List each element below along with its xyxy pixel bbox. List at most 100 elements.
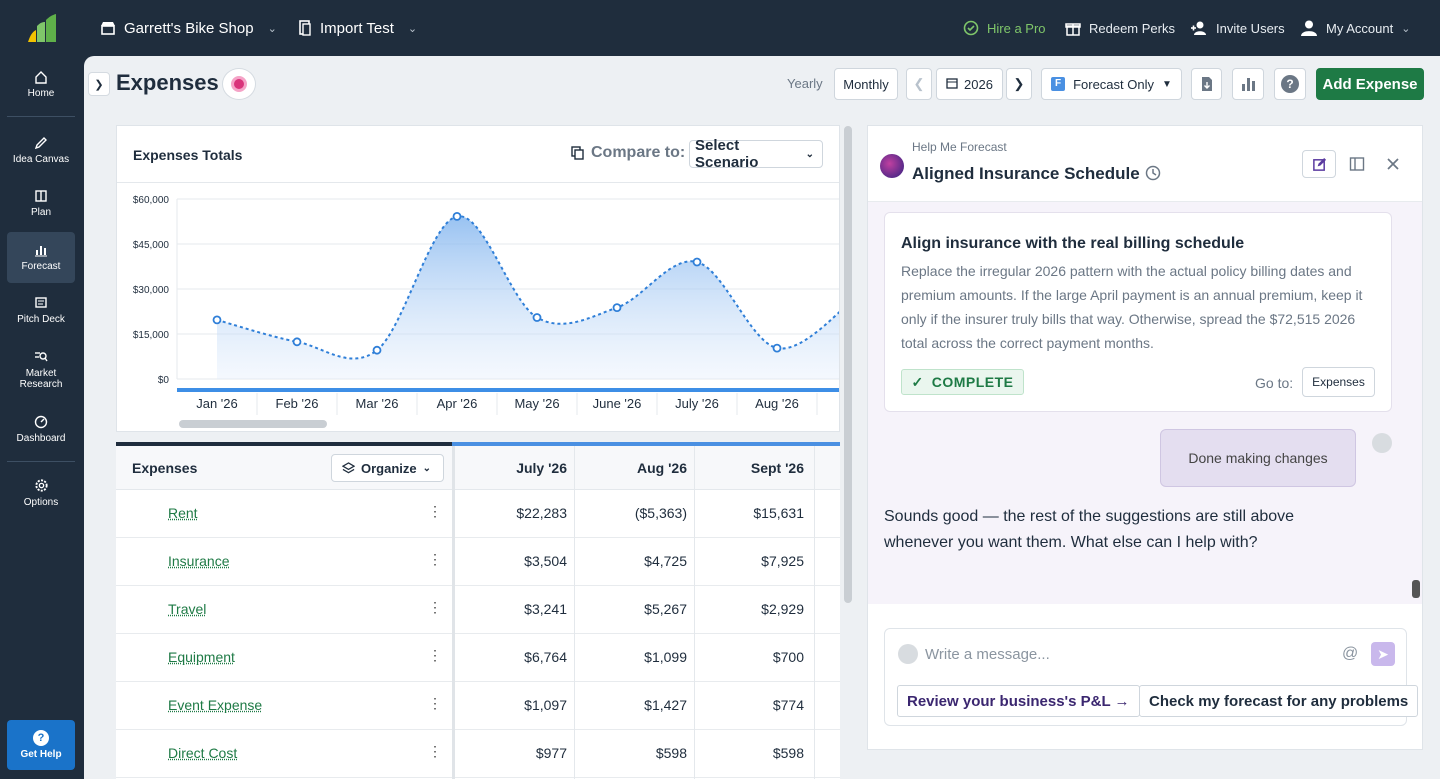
table-cell[interactable]: $598 bbox=[655, 745, 687, 761]
table-cell[interactable]: $700 bbox=[772, 649, 804, 665]
table-cell[interactable]: $3,504 bbox=[524, 553, 567, 569]
my-account-menu[interactable]: My Account ⌄ bbox=[1300, 0, 1410, 56]
expenses-table: Expenses Organize ⌄ July '26 Aug '26 Sep… bbox=[116, 442, 840, 779]
data-point bbox=[532, 313, 542, 322]
row-menu-icon[interactable]: ⋮ bbox=[428, 647, 442, 663]
gear-icon bbox=[34, 479, 48, 492]
table-cell[interactable]: $4,725 bbox=[644, 553, 687, 569]
chevron-down-icon: ⌄ bbox=[267, 22, 277, 35]
forecast-assistant-panel: Help Me Forecast Aligned Insurance Sched… bbox=[867, 125, 1423, 750]
table-cell[interactable]: $1,097 bbox=[524, 697, 567, 713]
hire-pro-link[interactable]: Hire a Pro bbox=[963, 0, 1046, 56]
table-cell[interactable]: $22,283 bbox=[516, 505, 567, 521]
forecast-mode-select[interactable]: F Forecast Only ▼ bbox=[1041, 68, 1182, 100]
table-cell[interactable]: $977 bbox=[535, 745, 567, 761]
sidebar-item-market-research[interactable]: Market Research bbox=[7, 350, 75, 394]
x-tick-label: June '26 bbox=[593, 396, 642, 411]
expense-name-link[interactable]: Rent bbox=[168, 505, 198, 521]
sidebar-item-options[interactable]: Options bbox=[7, 478, 75, 512]
table-cell[interactable]: ($5,363) bbox=[634, 505, 687, 521]
main-vertical-scrollbar[interactable] bbox=[844, 126, 852, 603]
assistant-avatar bbox=[880, 154, 904, 178]
prev-year-button[interactable]: ❮ bbox=[906, 68, 932, 100]
invite-users-label: Invite Users bbox=[1216, 20, 1285, 36]
column-header[interactable]: Sept '26 bbox=[750, 460, 804, 476]
organize-dropdown[interactable]: Organize ⌄ bbox=[331, 454, 444, 482]
message-input[interactable] bbox=[925, 641, 1325, 667]
column-header[interactable]: July '26 bbox=[516, 460, 567, 476]
status-badge: ✓ COMPLETE bbox=[901, 369, 1024, 395]
row-menu-icon[interactable]: ⋮ bbox=[428, 743, 442, 759]
sidebar-item-forecast[interactable]: Forecast bbox=[7, 232, 75, 283]
workspace-switcher[interactable]: Import Test ⌄ bbox=[298, 0, 417, 56]
sidebar-item-pitch-deck[interactable]: Pitch Deck bbox=[7, 296, 75, 330]
export-button[interactable] bbox=[1191, 68, 1222, 100]
row-menu-icon[interactable]: ⋮ bbox=[428, 503, 442, 519]
year-picker[interactable]: 2026 bbox=[936, 68, 1003, 100]
x-tick-label: Mar '26 bbox=[356, 396, 399, 411]
suggestion-card: Align insurance with the real billing sc… bbox=[884, 212, 1392, 412]
table-cell[interactable]: $598 bbox=[772, 745, 804, 761]
invite-users-link[interactable]: Invite Users bbox=[1190, 0, 1285, 56]
expense-name-link[interactable]: Insurance bbox=[168, 553, 230, 569]
chart-toggle-button[interactable] bbox=[1232, 68, 1264, 100]
mention-button[interactable]: @ bbox=[1342, 645, 1359, 662]
column-separator bbox=[814, 446, 815, 779]
view-yearly-toggle[interactable]: Yearly bbox=[787, 76, 823, 91]
suggestion-title: Align insurance with the real billing sc… bbox=[901, 235, 1245, 252]
goto-expenses-button[interactable]: Expenses bbox=[1302, 367, 1375, 397]
column-header[interactable]: Aug '26 bbox=[636, 460, 687, 476]
table-cell[interactable]: $15,631 bbox=[753, 505, 804, 521]
suggested-prompt-chip[interactable]: Check my forecast for any problems bbox=[1139, 685, 1419, 717]
app-logo-icon[interactable] bbox=[26, 12, 58, 44]
sidebar-item-dashboard[interactable]: Dashboard bbox=[7, 415, 75, 449]
company-switcher[interactable]: Garrett's Bike Shop ⌄ bbox=[100, 0, 277, 56]
row-menu-icon[interactable]: ⋮ bbox=[428, 695, 442, 711]
expense-name-link[interactable]: Equipment bbox=[168, 649, 235, 665]
table-cell[interactable]: $5,267 bbox=[644, 601, 687, 617]
table-cell[interactable]: $7,925 bbox=[761, 553, 804, 569]
get-help-button[interactable]: ? Get Help bbox=[7, 720, 75, 770]
pencil-icon bbox=[34, 137, 47, 150]
scenario-select[interactable]: Select Scenario ⌄ bbox=[689, 137, 823, 171]
category-badge[interactable] bbox=[222, 68, 256, 100]
table-row: Insurance ⋮ $3,504 $4,725 $7,925 bbox=[116, 538, 840, 586]
chart-horizontal-scrollbar[interactable] bbox=[179, 420, 327, 428]
table-cell[interactable]: $1,427 bbox=[644, 697, 687, 713]
table-cell[interactable]: $1,099 bbox=[644, 649, 687, 665]
suggested-prompt-chip[interactable]: Review your business's P&L → bbox=[897, 685, 1140, 717]
table-cell[interactable]: $3,241 bbox=[524, 601, 567, 617]
dock-panel-button[interactable] bbox=[1340, 150, 1374, 178]
redeem-perks-link[interactable]: Redeem Perks bbox=[1065, 0, 1175, 56]
add-expense-button[interactable]: Add Expense bbox=[1316, 68, 1424, 100]
expand-panel-button[interactable]: ❯ bbox=[88, 72, 110, 96]
expense-name-link[interactable]: Direct Cost bbox=[168, 745, 238, 761]
x-tick-label: July '26 bbox=[675, 396, 719, 411]
help-button[interactable]: ? bbox=[1274, 68, 1306, 100]
row-menu-icon[interactable]: ⋮ bbox=[428, 599, 442, 615]
send-button[interactable]: ➤ bbox=[1371, 642, 1395, 666]
row-menu-icon[interactable]: ⋮ bbox=[428, 551, 442, 567]
table-cell[interactable]: $6,764 bbox=[524, 649, 567, 665]
expense-name-link[interactable]: Event Expense bbox=[168, 697, 263, 713]
user-message: Done making changes bbox=[1160, 429, 1356, 487]
sidebar-item-label: Dashboard bbox=[16, 433, 66, 444]
table-cell[interactable]: $774 bbox=[772, 697, 804, 713]
sidebar-item-idea-canvas[interactable]: Idea Canvas bbox=[7, 136, 75, 170]
chevron-right-icon: ❯ bbox=[1013, 76, 1025, 91]
history-icon[interactable] bbox=[1144, 164, 1162, 182]
new-chat-button[interactable] bbox=[1302, 150, 1336, 178]
chevron-down-icon: ▼ bbox=[1162, 78, 1172, 90]
view-monthly-toggle[interactable]: Monthly bbox=[834, 68, 898, 100]
user-icon bbox=[1300, 19, 1318, 37]
chat-scrollbar[interactable] bbox=[1412, 580, 1420, 598]
expense-name-link[interactable]: Travel bbox=[168, 601, 207, 617]
sidebar-item-plan[interactable]: Plan bbox=[7, 189, 75, 223]
table-cell[interactable]: $2,929 bbox=[761, 601, 804, 617]
chevron-down-icon: ⌄ bbox=[407, 22, 418, 35]
next-year-button[interactable]: ❯ bbox=[1006, 68, 1032, 100]
sidebar-item-home[interactable]: Home bbox=[7, 70, 75, 104]
goto-label: Go to: bbox=[1255, 375, 1294, 391]
close-panel-button[interactable] bbox=[1376, 150, 1410, 178]
book-icon bbox=[35, 190, 47, 202]
